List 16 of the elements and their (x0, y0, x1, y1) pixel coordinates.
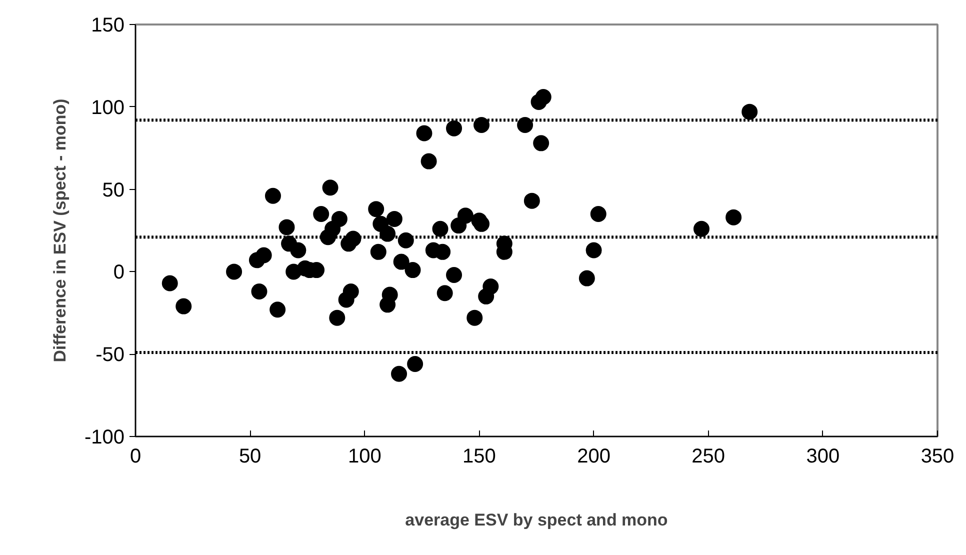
y-tick-label: 150 (91, 14, 125, 36)
x-tick-label: 300 (806, 446, 840, 468)
x-tick-label: 350 (920, 446, 954, 468)
y-tick-label: 100 (91, 96, 125, 119)
y-tick-label: 50 (102, 179, 125, 202)
x-tick-label: 50 (238, 446, 262, 468)
y-tick-label: -50 (96, 344, 124, 366)
x-tick-label: 200 (577, 446, 610, 468)
y-axis-title: Difference in ESV (spect - mono) (50, 98, 70, 362)
y-tick-label: -100 (84, 426, 124, 448)
x-tick-label: 250 (692, 446, 726, 468)
y-tick-label: 0 (113, 262, 124, 284)
x-axis-title: average ESV by spect and mono (405, 510, 668, 530)
x-tick-label: 150 (462, 446, 496, 468)
x-tick-label: 0 (130, 446, 142, 468)
x-tick-label: 100 (348, 446, 382, 468)
